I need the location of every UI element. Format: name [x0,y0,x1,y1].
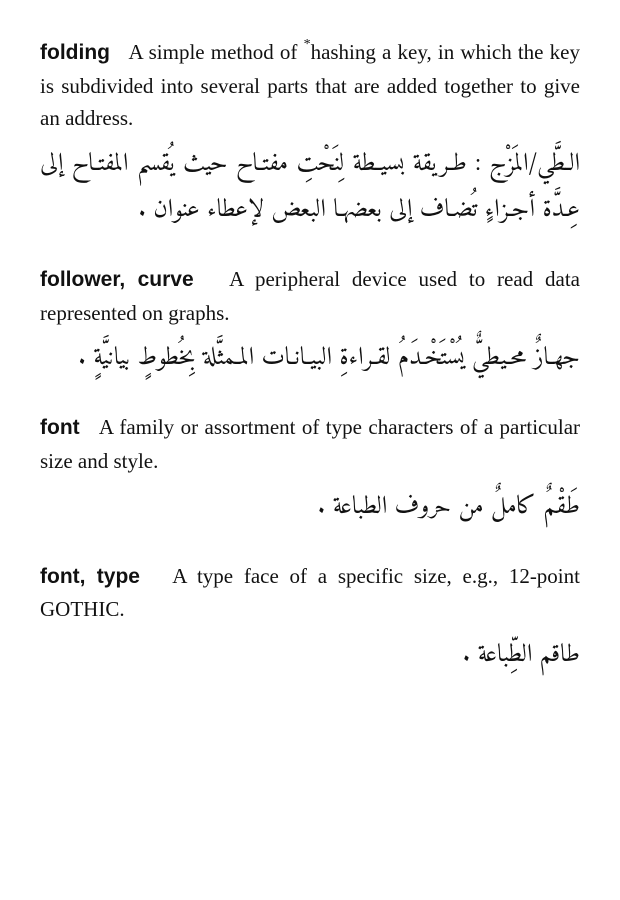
entry-font-type: font, type A type face of a specific siz… [40,560,580,678]
ar-def: طاقم الطِّباعة . [40,632,580,678]
entry-folding: folding A simple method of *hashing a ke… [40,36,580,233]
en-def: A family or assortment of type character… [40,415,580,473]
term: font [40,416,80,439]
en-def: A simple method of *hashing a key, in wh… [40,40,580,130]
en-block: font A family or assortment of type char… [40,411,580,477]
term: follower, curve [40,268,194,291]
ar-def: الـطَّي/المَزْج : طـريقة بسيـطة لِنَحْتِ… [40,141,580,234]
ar-def: جهـازٌ محـيطيٌّ يُسْتَخْـدَمُ لقـراءةِ ا… [40,335,580,381]
ar-def: طَقْمٌ كاملٌ من حروف الطباعة . [40,484,580,530]
en-block: folding A simple method of *hashing a ke… [40,36,580,135]
term: folding [40,41,110,64]
entry-font: font A family or assortment of type char… [40,411,580,529]
term: font, type [40,565,140,588]
en-block: follower, curve A peripheral device used… [40,263,580,329]
entry-follower-curve: follower, curve A peripheral device used… [40,263,580,381]
en-block: font, type A type face of a specific siz… [40,560,580,626]
